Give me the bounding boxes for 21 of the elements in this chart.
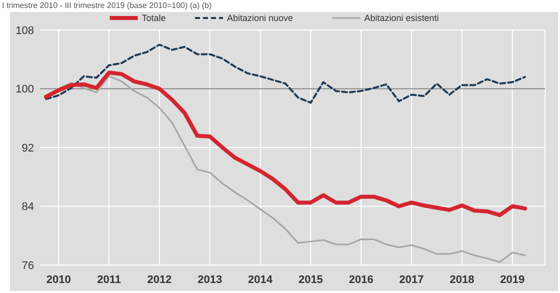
x-tick-label: 2019 <box>500 274 525 286</box>
line-series <box>44 70 527 218</box>
line-series <box>45 44 526 104</box>
x-tick-label: 2013 <box>198 274 222 286</box>
y-tick-label: 108 <box>16 24 34 37</box>
chart-subtitle: I trimestre 2010 - III trimestre 2019 (base 2010=100) (a) (b) <box>2 1 212 10</box>
y-tick-label: 92 <box>22 142 34 154</box>
x-tick-label: 2016 <box>348 274 374 286</box>
legend-label: Abitazioni nuove <box>227 13 294 24</box>
y-tick-label: 76 <box>22 260 34 272</box>
x-tick-label: 2015 <box>298 274 323 286</box>
x-tick-label: 2018 <box>450 274 474 286</box>
legend-label: Totale <box>142 13 166 24</box>
x-tick-label: 2010 <box>46 274 71 286</box>
x-tick-label: 2014 <box>248 274 274 286</box>
x-tick-label: 2011 <box>97 274 121 286</box>
y-tick-label: 100 <box>16 84 34 96</box>
legend-label: Abitazioni esistenti <box>364 13 439 24</box>
x-tick-label: 2012 <box>147 274 172 286</box>
x-tick-label: 2017 <box>399 274 424 286</box>
y-tick-label: 84 <box>22 201 34 214</box>
